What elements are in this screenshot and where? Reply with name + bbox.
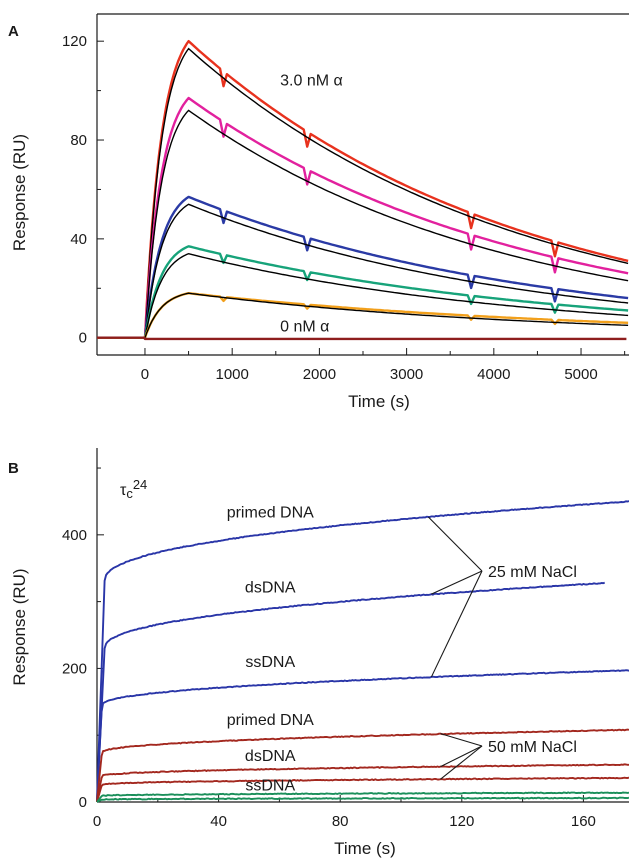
leader-line (427, 516, 483, 572)
annotation-50mm: 50 mM NaCl (488, 739, 577, 756)
data-series-6 (97, 336, 627, 341)
y-tick-label: 40 (70, 231, 87, 248)
series-label-6: ssDNA (245, 778, 295, 795)
x-axis-title: Time (s) (334, 839, 396, 858)
data-series-3 (97, 195, 629, 339)
data-series-b-5 (96, 763, 629, 803)
annotation-zero-alpha: 0 nM α (280, 319, 329, 336)
panel-letter-a: A (8, 23, 19, 40)
x-tick-label: 1000 (215, 366, 248, 383)
x-tick-label: 120 (449, 813, 474, 830)
x-tick-label: 80 (332, 813, 349, 830)
leader-line (440, 733, 483, 747)
leader-line (440, 745, 483, 780)
panel-b: B 0 200 400 0 40 80 120 160 Time (s) Response (RU)… (8, 448, 629, 858)
data-series-b-3 (96, 669, 629, 803)
fit-curve-4 (144, 252, 629, 338)
x-tick-label: 160 (571, 813, 596, 830)
panel-a: A 0 40 80 120 0 1000 2000 3000 4000 5000 Time (s) Re… (8, 13, 629, 411)
data-series-2 (97, 96, 629, 339)
x-tick-label: 2000 (303, 366, 336, 383)
fit-curve-5 (144, 292, 629, 338)
fit-curve-2 (144, 109, 629, 338)
series-label-5: dsDNA (245, 748, 296, 765)
data-series-b-7 (96, 791, 629, 803)
leader-line (440, 745, 483, 768)
data-series-b-2 (96, 581, 606, 803)
chart-title: τc24 (120, 477, 147, 501)
data-series-4 (97, 245, 629, 339)
y-tick-label: 120 (62, 33, 87, 50)
series-label-2: dsDNA (245, 579, 296, 596)
annotation-25mm: 25 mM NaCl (488, 564, 577, 581)
panel-letter-b: B (8, 460, 19, 477)
y-tick-label: 0 (79, 330, 87, 347)
y-tick-label: 80 (70, 132, 87, 149)
x-tick-label: 4000 (477, 366, 510, 383)
fit-curve-3 (144, 203, 629, 338)
y-axis-title: Response (RU) (10, 134, 29, 251)
data-series-b-6 (96, 776, 629, 803)
x-tick-label: 3000 (390, 366, 423, 383)
data-series-b-1 (96, 500, 629, 803)
data-series-b-8 (96, 796, 629, 803)
annotation-high-alpha: 3.0 nM α (280, 73, 343, 90)
x-tick-label: 0 (93, 813, 101, 830)
leader-line (430, 570, 483, 678)
series-label-4: primed DNA (227, 712, 314, 729)
leader-line (431, 570, 483, 595)
y-tick-label: 400 (62, 527, 87, 544)
x-axis-title: Time (s) (348, 392, 410, 411)
x-tick-label: 5000 (564, 366, 597, 383)
y-tick-label: 200 (62, 660, 87, 677)
series-label-1: primed DNA (227, 504, 314, 521)
series-label-3: ssDNA (245, 654, 295, 671)
x-tick-label: 0 (141, 366, 149, 383)
data-series-5 (97, 292, 629, 339)
data-series-b-4 (96, 728, 629, 803)
fit-curve-1 (144, 47, 629, 338)
y-tick-label: 0 (79, 794, 87, 811)
y-axis-title: Response (RU) (10, 568, 29, 685)
data-series-1 (97, 40, 629, 339)
x-tick-label: 40 (210, 813, 227, 830)
